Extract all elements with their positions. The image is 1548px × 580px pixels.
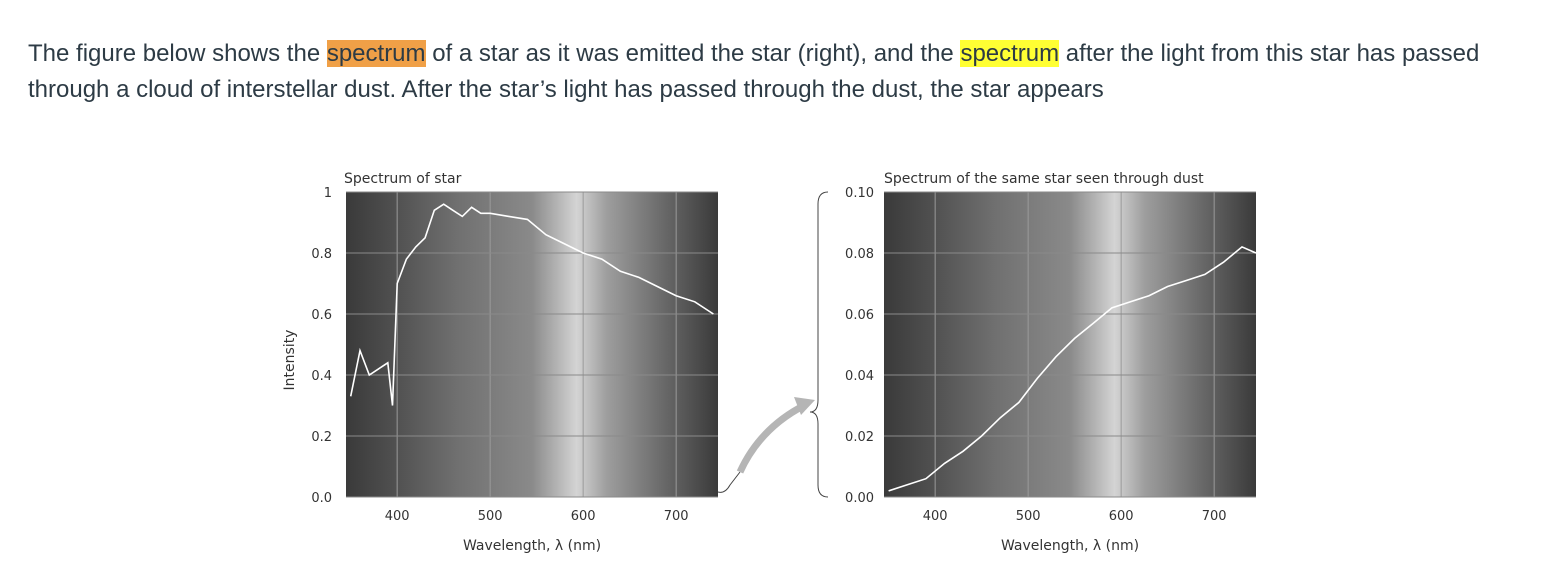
zoom-arrow xyxy=(736,401,807,474)
x-tick-label: 500 xyxy=(1016,509,1041,524)
y-tick-label: 0.4 xyxy=(311,369,332,384)
gridlines xyxy=(884,191,1256,498)
question-part-1: The figure below shows the xyxy=(28,40,327,67)
x-tick-label: 600 xyxy=(571,509,596,524)
y-tick-label: 0.08 xyxy=(845,247,874,262)
y-tick-label: 0.8 xyxy=(311,247,332,262)
connector-arrow xyxy=(717,191,829,498)
left-bracket-curve xyxy=(717,471,741,493)
x-tick-label: 700 xyxy=(1202,509,1227,524)
highlight-spectrum-orange[interactable]: spectrum xyxy=(326,40,426,67)
question-part-3: after the light from this star has passe… xyxy=(28,40,1480,103)
y-tick-label: 1 xyxy=(324,186,332,201)
y-tick-label: 0.0 xyxy=(311,491,332,506)
spectrum-background xyxy=(346,192,718,497)
y-tick-label: 0.06 xyxy=(845,308,874,323)
y-tick-label: 0.6 xyxy=(311,308,332,323)
spectrum-background xyxy=(884,192,1256,497)
y-tick-label: 0.02 xyxy=(845,430,874,445)
arrow-head-icon xyxy=(794,397,815,415)
x-axis-label: Wavelength, λ (nm) xyxy=(463,538,601,554)
chart-title: Spectrum of star xyxy=(344,171,462,187)
x-tick-label: 600 xyxy=(1109,509,1134,524)
x-tick-label: 700 xyxy=(664,509,689,524)
chart-title: Spectrum of the same star seen through d… xyxy=(884,171,1204,187)
question-part-2: of a star as it was emitted the star (ri… xyxy=(425,40,961,67)
chart-spectrum-through-dust: 0.00 0.02 0.04 0.06 0.08 0.10 400 500 600 700 Sp… xyxy=(845,171,1257,554)
spectrum-trace xyxy=(349,203,714,406)
spectrum-trace xyxy=(888,245,1257,492)
x-tick-label: 400 xyxy=(923,509,948,524)
y-tick-label: 0.00 xyxy=(845,491,874,506)
right-brace xyxy=(809,191,829,498)
highlight-spectrum-yellow[interactable]: spectrum xyxy=(960,40,1060,67)
y-tick-label: 0.10 xyxy=(845,186,874,201)
x-axis-label: Wavelength, λ (nm) xyxy=(1001,538,1139,554)
x-tick-label: 500 xyxy=(478,509,503,524)
y-tick-label: 0.2 xyxy=(311,430,332,445)
x-tick-label: 400 xyxy=(385,509,410,524)
chart-spectrum-of-star: 0.0 0.2 0.4 0.6 0.8 1 400 500 600 700 Spectrum o… xyxy=(282,171,718,554)
y-axis-label: Intensity xyxy=(282,330,298,391)
gridlines xyxy=(346,191,718,498)
y-tick-label: 0.04 xyxy=(845,369,874,384)
question-text: The figure below shows the spectrum of a… xyxy=(28,36,1528,108)
spectrum-figure: 0.0 0.2 0.4 0.6 0.8 1 400 500 600 700 Spectrum o… xyxy=(282,171,1257,554)
